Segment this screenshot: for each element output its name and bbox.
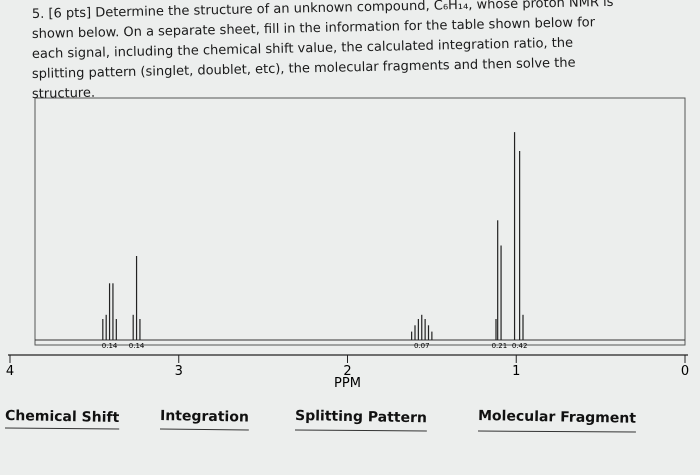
spectrum-frame [34,97,686,346]
table-header: Integration [160,408,249,426]
x-axis-label: PPM [334,376,361,391]
integration-label: 0.42 [512,342,528,350]
table-header: Splitting Pattern [295,408,427,426]
integration-label: 0.07 [414,342,430,350]
table-header: Molecular Fragment [478,408,636,427]
x-tick-label: 2 [343,364,351,379]
x-tick-label: 3 [175,364,183,379]
x-tick-label: 1 [512,364,520,379]
x-tick-label: 0 [681,364,689,379]
x-tick-label: 4 [6,364,14,379]
integration-label: 0.21 [492,342,508,350]
header-underline [294,429,427,432]
table-header: Chemical Shift [5,408,120,426]
integration-label: 0.14 [129,342,145,350]
integration-label: 0.14 [102,342,118,350]
header-underline [159,428,249,431]
header-underline [4,427,120,430]
header-underline [477,430,636,433]
question-line: structure. [32,86,95,102]
